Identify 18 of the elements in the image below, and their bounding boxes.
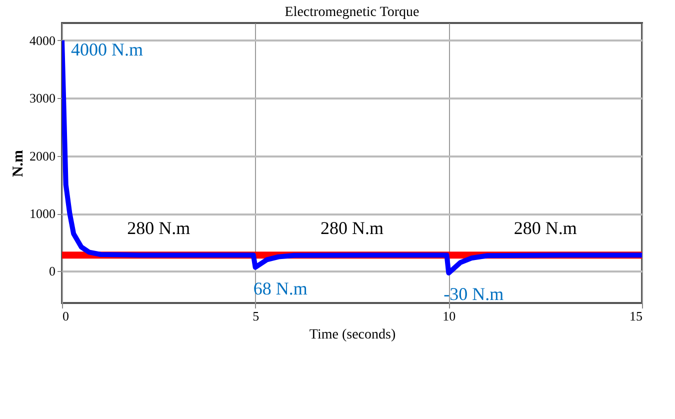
chart-title: Electromegnetic Torque	[284, 5, 420, 20]
y-tick-label: 0	[49, 264, 56, 279]
x-tick-label: 0	[62, 308, 69, 324]
annotation: 280 N.m	[127, 218, 190, 238]
annotation: 4000 N.m	[71, 39, 143, 60]
annotation: -30 N.m	[444, 284, 504, 304]
x-tick-label: 15	[630, 308, 642, 324]
x-tick-label: 10	[442, 308, 456, 324]
x-tick-label: 5	[252, 308, 260, 324]
y-tick-label: 4000	[30, 32, 56, 48]
annotation: 280 N.m	[514, 218, 577, 238]
annotation: 68 N.m	[253, 278, 308, 298]
annotation: 280 N.m	[320, 218, 384, 238]
y-tick-label: 3000	[30, 90, 56, 106]
y-tick-label: 1000	[30, 206, 56, 222]
y-tick-label: 2000	[30, 148, 56, 164]
y-axis-title: N.m	[10, 149, 26, 178]
x-axis-title: Time (seconds)	[309, 328, 396, 342]
